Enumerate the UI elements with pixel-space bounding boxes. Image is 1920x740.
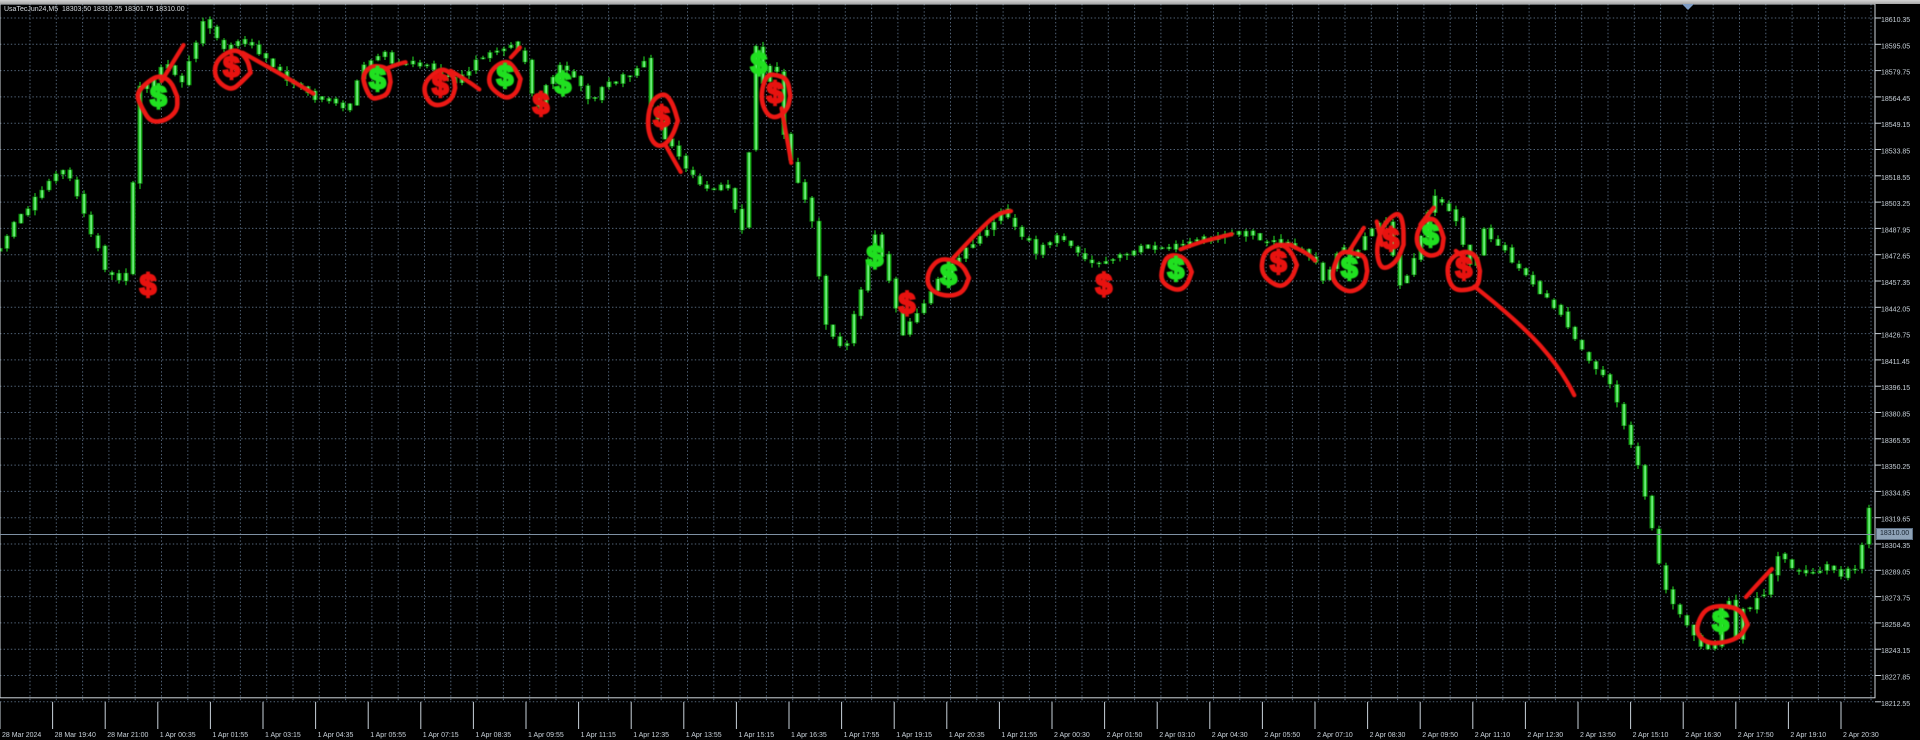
- svg-text:$: $: [223, 51, 240, 84]
- svg-text:$: $: [140, 269, 157, 302]
- svg-text:$: $: [1712, 606, 1729, 639]
- svg-text:$: $: [940, 259, 957, 292]
- svg-text:$: $: [867, 240, 884, 273]
- svg-text:$: $: [533, 88, 550, 121]
- svg-text:$: $: [899, 288, 916, 321]
- svg-text:$: $: [1456, 252, 1473, 285]
- svg-text:$: $: [653, 101, 670, 134]
- svg-text:$: $: [1096, 269, 1113, 302]
- svg-text:$: $: [1270, 246, 1287, 279]
- svg-text:$: $: [369, 63, 386, 96]
- svg-text:$: $: [497, 60, 514, 93]
- svg-text:$: $: [432, 69, 449, 102]
- svg-text:$: $: [750, 48, 767, 81]
- svg-text:$: $: [1422, 219, 1439, 252]
- svg-text:$: $: [767, 77, 784, 110]
- svg-text:$: $: [1383, 223, 1400, 256]
- svg-text:$: $: [1341, 252, 1358, 285]
- svg-text:$: $: [150, 80, 167, 113]
- svg-text:$: $: [554, 68, 571, 101]
- svg-text:$: $: [1168, 253, 1185, 286]
